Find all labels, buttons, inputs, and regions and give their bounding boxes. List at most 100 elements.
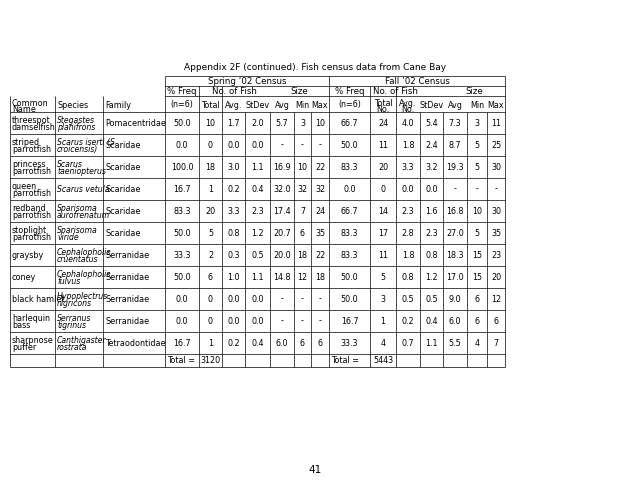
Text: Avg.: Avg.: [225, 100, 242, 110]
Text: 23: 23: [491, 250, 501, 260]
Text: 10: 10: [297, 163, 307, 171]
Text: 0.8: 0.8: [402, 273, 415, 281]
Text: 0.5: 0.5: [425, 295, 438, 303]
Text: 6: 6: [493, 317, 498, 325]
Text: 0.2: 0.2: [402, 317, 415, 325]
Text: puffer: puffer: [12, 343, 37, 352]
Text: 5443: 5443: [373, 356, 393, 365]
Text: 0.0: 0.0: [251, 295, 264, 303]
Text: 1.1: 1.1: [251, 163, 264, 171]
Text: Name: Name: [12, 105, 36, 114]
Text: Hypoplectrus: Hypoplectrus: [57, 292, 108, 301]
Text: Scarus iserti (S.: Scarus iserti (S.: [57, 138, 117, 147]
Text: croicensis): croicensis): [57, 145, 98, 154]
Text: No. of Fish: No. of Fish: [212, 87, 257, 95]
Text: Species: Species: [57, 100, 88, 110]
Text: 0.2: 0.2: [227, 185, 240, 193]
Text: 1.1: 1.1: [251, 273, 264, 281]
Text: Serranidae: Serranidae: [105, 250, 149, 260]
Text: 0.4: 0.4: [251, 185, 264, 193]
Text: striped: striped: [12, 138, 40, 147]
Text: fulvus: fulvus: [57, 277, 80, 286]
Text: 2.3: 2.3: [402, 206, 415, 216]
Text: Sparisoma: Sparisoma: [57, 226, 98, 235]
Text: stoplight: stoplight: [12, 226, 47, 235]
Text: Total: Total: [201, 100, 220, 110]
Text: 2.0: 2.0: [251, 118, 264, 128]
Text: 0: 0: [208, 317, 213, 325]
Text: 0.8: 0.8: [227, 228, 240, 238]
Text: 3.2: 3.2: [425, 163, 438, 171]
Text: 16.9: 16.9: [273, 163, 291, 171]
Text: Tetraodontidae: Tetraodontidae: [105, 338, 166, 348]
Text: sharpnose: sharpnose: [12, 336, 54, 345]
Text: Fall ’02 Census: Fall ’02 Census: [384, 76, 449, 86]
Text: 1.8: 1.8: [402, 250, 415, 260]
Text: 50.0: 50.0: [341, 273, 358, 281]
Text: 6: 6: [474, 317, 479, 325]
Text: 3.3: 3.3: [227, 206, 240, 216]
Text: -: -: [301, 295, 304, 303]
Text: viride: viride: [57, 233, 79, 242]
Text: 0.0: 0.0: [343, 185, 356, 193]
Text: 0.8: 0.8: [425, 250, 438, 260]
Text: -: -: [280, 317, 284, 325]
Text: 9.0: 9.0: [449, 295, 461, 303]
Text: Total: Total: [374, 99, 392, 108]
Text: -: -: [301, 317, 304, 325]
Text: 16.7: 16.7: [173, 185, 191, 193]
Text: 0.7: 0.7: [402, 338, 415, 348]
Text: 25: 25: [491, 141, 501, 150]
Text: parrotfish: parrotfish: [12, 233, 51, 242]
Text: 33.3: 33.3: [173, 250, 191, 260]
Text: 18: 18: [205, 163, 215, 171]
Text: princess: princess: [12, 160, 45, 169]
Text: 22: 22: [315, 250, 325, 260]
Text: 35: 35: [315, 228, 325, 238]
Text: parrotfish: parrotfish: [12, 145, 51, 154]
Text: 1.2: 1.2: [251, 228, 264, 238]
Text: Serranidae: Serranidae: [105, 317, 149, 325]
Text: Scaridae: Scaridae: [105, 185, 140, 193]
Text: damselfish: damselfish: [12, 123, 55, 132]
Text: 0: 0: [208, 295, 213, 303]
Text: 50.0: 50.0: [341, 295, 358, 303]
Text: 1.6: 1.6: [425, 206, 438, 216]
Text: 100.0: 100.0: [171, 163, 193, 171]
Text: 0.5: 0.5: [251, 250, 264, 260]
Text: 4.0: 4.0: [402, 118, 415, 128]
Text: 41: 41: [308, 465, 322, 475]
Text: Cephalopholis: Cephalopholis: [57, 270, 112, 279]
Text: 15: 15: [472, 273, 482, 281]
Text: 4: 4: [474, 338, 479, 348]
Text: StDev: StDev: [246, 100, 270, 110]
Text: 5.7: 5.7: [276, 118, 289, 128]
Text: 0.5: 0.5: [402, 295, 415, 303]
Text: 27.0: 27.0: [446, 228, 464, 238]
Text: Serranidae: Serranidae: [105, 273, 149, 281]
Text: 7: 7: [300, 206, 305, 216]
Text: 10: 10: [205, 118, 215, 128]
Text: 83.3: 83.3: [341, 163, 358, 171]
Text: 0.0: 0.0: [176, 295, 188, 303]
Text: -: -: [301, 141, 304, 150]
Text: Max: Max: [312, 100, 328, 110]
Text: 4: 4: [381, 338, 386, 348]
Text: Max: Max: [488, 100, 504, 110]
Text: % Freq: % Freq: [167, 87, 197, 95]
Text: -: -: [495, 185, 498, 193]
Text: 0.0: 0.0: [402, 185, 415, 193]
Text: Scaridae: Scaridae: [105, 206, 140, 216]
Text: 6.0: 6.0: [276, 338, 289, 348]
Text: Scarus vetula: Scarus vetula: [57, 185, 110, 193]
Text: Scaridae: Scaridae: [105, 163, 140, 171]
Text: -: -: [280, 295, 284, 303]
Text: 6: 6: [300, 228, 305, 238]
Text: Scaridae: Scaridae: [105, 228, 140, 238]
Text: 15: 15: [472, 250, 482, 260]
Text: 1: 1: [208, 185, 213, 193]
Text: (n=6): (n=6): [171, 100, 193, 110]
Text: 5.5: 5.5: [449, 338, 461, 348]
Text: 18: 18: [297, 250, 307, 260]
Text: 32.0: 32.0: [273, 185, 291, 193]
